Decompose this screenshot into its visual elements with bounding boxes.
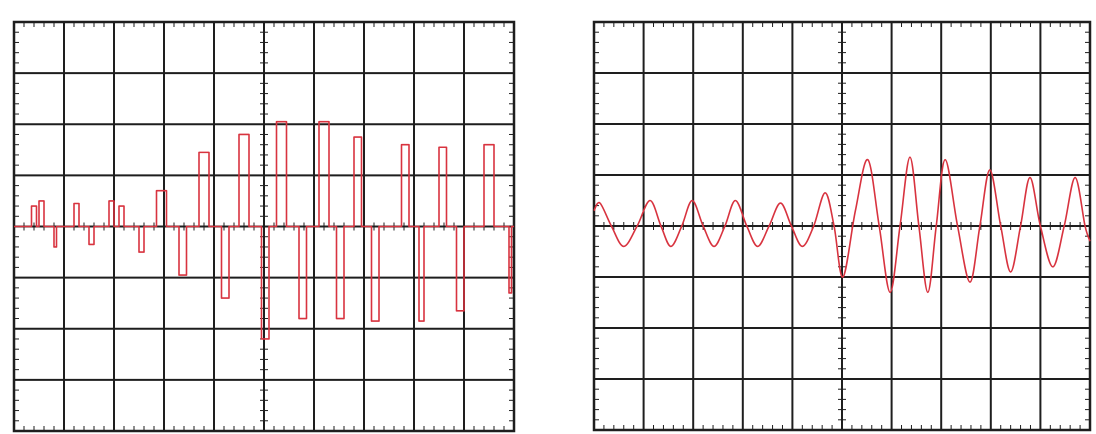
trace (593, 156, 1091, 294)
trace (14, 120, 514, 340)
scope-panel (12, 20, 516, 433)
screen-frame (592, 20, 1092, 432)
scope-panel (592, 20, 1092, 432)
